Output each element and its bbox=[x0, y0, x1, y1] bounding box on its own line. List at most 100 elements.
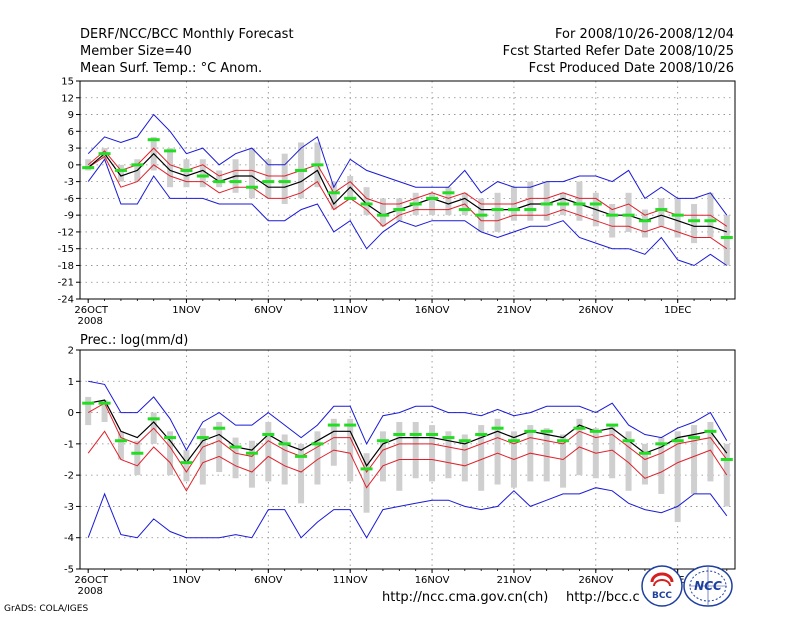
panel1-box-day23 bbox=[445, 187, 452, 216]
panel2-xtick-label: 16NOV bbox=[415, 575, 450, 586]
header-left: DERF/NCC/BCC Monthly Forecast Member Siz… bbox=[80, 26, 294, 77]
panel1-box-day37 bbox=[674, 198, 681, 238]
panel2-box-day22 bbox=[429, 425, 436, 482]
panel2-ytick-label: -2 bbox=[64, 471, 74, 482]
panel1-median-day8 bbox=[196, 174, 209, 178]
panel2-xtick-label: 6NOV bbox=[254, 575, 283, 586]
panel1-median-day2 bbox=[98, 152, 111, 156]
panel1-median-day1 bbox=[82, 166, 95, 170]
panel2-box-day13 bbox=[281, 434, 288, 485]
panel2-median-day4 bbox=[131, 451, 144, 455]
panel2-ytick-label: -4 bbox=[64, 533, 74, 544]
panel2-box-day40 bbox=[723, 443, 730, 507]
panel1-xtick-label: 11NOV bbox=[333, 305, 368, 316]
panel1-frame bbox=[79, 80, 736, 300]
panel1-xtick-label: 16NOV bbox=[415, 305, 450, 316]
panel2-box-day3 bbox=[117, 431, 124, 460]
panel2-median-day19 bbox=[376, 439, 389, 443]
member-size: Member Size=40 bbox=[80, 44, 192, 59]
panel1-box-day13 bbox=[281, 153, 288, 204]
panel1-median-day29 bbox=[540, 202, 553, 206]
panel2-median-day35 bbox=[638, 451, 651, 455]
panel1-median-day14 bbox=[295, 168, 308, 172]
panel1-ytick-label: -12 bbox=[58, 227, 74, 238]
panel1-box-day6 bbox=[167, 148, 174, 188]
panel1-median-day32 bbox=[589, 202, 602, 206]
panel2-median-day8 bbox=[196, 436, 209, 440]
panel2-median-day21 bbox=[409, 432, 422, 436]
panel1-ytick-label: 6 bbox=[68, 127, 74, 138]
panel1-median-day11 bbox=[245, 185, 258, 189]
panel2-box-day38 bbox=[691, 425, 698, 494]
panel1-xtick-label: 1DEC bbox=[664, 305, 691, 316]
panel2-box-day6 bbox=[167, 431, 174, 476]
chart-title: DERF/NCC/BCC Monthly Forecast bbox=[80, 27, 294, 42]
panel2-box-day35 bbox=[641, 443, 648, 485]
produced-date: Fcst Produced Date 2008/10/26 bbox=[528, 61, 734, 76]
panel1-ytick-label: -9 bbox=[64, 211, 74, 222]
panel2-median-day37 bbox=[671, 439, 684, 443]
panel2-box-day18 bbox=[363, 453, 370, 513]
panel1-median-day38 bbox=[688, 219, 701, 223]
panel2-box-day17 bbox=[347, 418, 354, 482]
panel2-box-day10 bbox=[232, 437, 239, 479]
panel1-box-day12 bbox=[265, 159, 272, 199]
panel2-median-day5 bbox=[147, 417, 160, 421]
panel2-ytick-label: 1 bbox=[68, 377, 74, 388]
panel1-ytick-label: -24 bbox=[58, 295, 74, 306]
panel1-ytick-label: -3 bbox=[64, 177, 74, 188]
panel1-box-day33 bbox=[609, 203, 616, 238]
panel1-box-day3 bbox=[117, 164, 124, 182]
panel2-box-day12 bbox=[265, 421, 272, 482]
panel2-median-day17 bbox=[344, 423, 357, 427]
panel2-median-day10 bbox=[229, 445, 242, 449]
panel1-median-day16 bbox=[327, 191, 340, 195]
ncc-url-link[interactable]: http://ncc.cma.gov.cn(ch) bbox=[382, 590, 549, 605]
panel2-max-line bbox=[88, 380, 728, 452]
panel1-median-day22 bbox=[426, 196, 439, 200]
panel2-box-day24 bbox=[461, 434, 468, 482]
panel2-box-day21 bbox=[412, 421, 419, 479]
panel2-frame bbox=[79, 349, 736, 570]
panel1-box-day26 bbox=[494, 192, 501, 232]
panel2-median-day22 bbox=[426, 432, 439, 436]
panel2-box-day36 bbox=[658, 437, 665, 494]
panel2-median-day29 bbox=[540, 429, 553, 433]
panel2-box-day1 bbox=[85, 396, 92, 426]
forecast-period: For 2008/10/26-2008/12/04 bbox=[555, 27, 734, 42]
panel1-median-day30 bbox=[557, 202, 570, 206]
panel1-xtick-label: 26NOV bbox=[578, 305, 613, 316]
panel1-box-day40 bbox=[723, 215, 730, 266]
panel2-box-day30 bbox=[560, 434, 567, 488]
panel2-title: Prec.: log(mm/d) bbox=[80, 333, 188, 348]
panel1-median-day17 bbox=[344, 196, 357, 200]
panel2-box-day33 bbox=[609, 425, 616, 479]
panel1-mean-line bbox=[87, 152, 727, 233]
panel2-median-day27 bbox=[507, 439, 520, 443]
panel2-median-day13 bbox=[278, 442, 291, 446]
panel1-year-label: 2008 bbox=[77, 316, 102, 327]
panel1-ytick-label: -15 bbox=[58, 244, 74, 255]
panel2-median-day14 bbox=[295, 454, 308, 458]
ncc-logo-icon: NCC bbox=[683, 565, 733, 607]
panel1-median-day20 bbox=[393, 208, 406, 212]
panel2-median-day30 bbox=[557, 439, 570, 443]
panel1-median-day4 bbox=[131, 163, 144, 167]
panel1-lower-spread-line bbox=[87, 155, 728, 250]
panel1-box-day16 bbox=[330, 181, 337, 210]
panel2-box-day23 bbox=[445, 431, 452, 479]
panel1-ytick-label: -18 bbox=[58, 261, 74, 272]
panel1-box-day11 bbox=[248, 148, 255, 199]
bcc-url-link[interactable]: http://bcc.c bbox=[566, 590, 640, 605]
panel1-median-day34 bbox=[622, 213, 635, 217]
panel1-ytick-label: 3 bbox=[68, 144, 74, 155]
panel2-box-day11 bbox=[248, 440, 255, 488]
panel2-median-day2 bbox=[98, 401, 111, 405]
panel2-ytick-label: 2 bbox=[68, 346, 74, 357]
panel2-box-day39 bbox=[707, 421, 714, 482]
panel1-median-day37 bbox=[671, 213, 684, 217]
panel2-box-day19 bbox=[379, 431, 386, 482]
panel1-median-day10 bbox=[229, 180, 242, 184]
panel1-median-day6 bbox=[164, 149, 177, 153]
panel2-median-day39 bbox=[704, 429, 717, 433]
